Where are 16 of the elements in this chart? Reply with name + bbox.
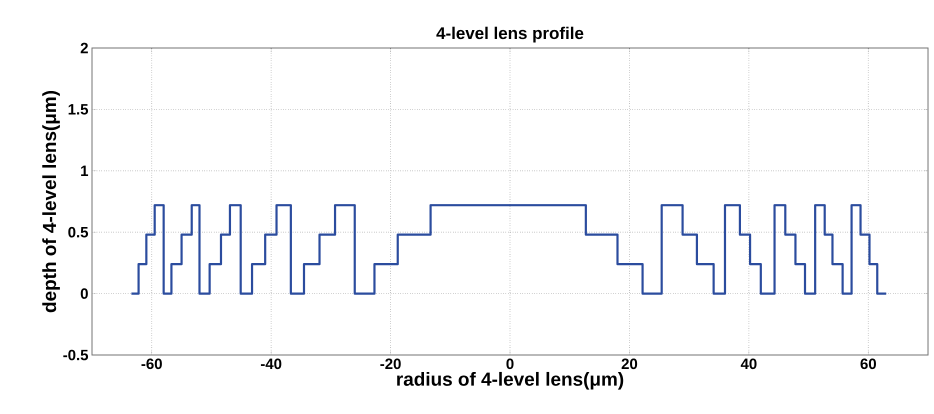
x-tick-label: 20 <box>622 358 638 370</box>
y-axis-title: depth of 4-level lens(μm) <box>42 90 60 312</box>
y-tick-label: 1 <box>81 166 88 176</box>
x-tick-label: -60 <box>142 358 162 370</box>
y-tick-label: 2 <box>80 42 88 54</box>
chart-title: 4-level lens profile <box>436 26 584 42</box>
y-tick-label: 0.5 <box>68 226 88 238</box>
x-tick-label: -20 <box>380 358 401 370</box>
x-tick-label: 60 <box>860 358 876 370</box>
x-axis-title: radius of 4-level lens(μm) <box>397 372 624 390</box>
y-tick-label: 0 <box>80 288 88 299</box>
x-tick-label: 0 <box>506 358 514 370</box>
y-tick-label: -0.5 <box>63 350 88 360</box>
y-tick-label: 1.5 <box>68 104 88 115</box>
x-tick-label: -40 <box>260 358 282 370</box>
x-tick-label: 40 <box>740 358 757 370</box>
